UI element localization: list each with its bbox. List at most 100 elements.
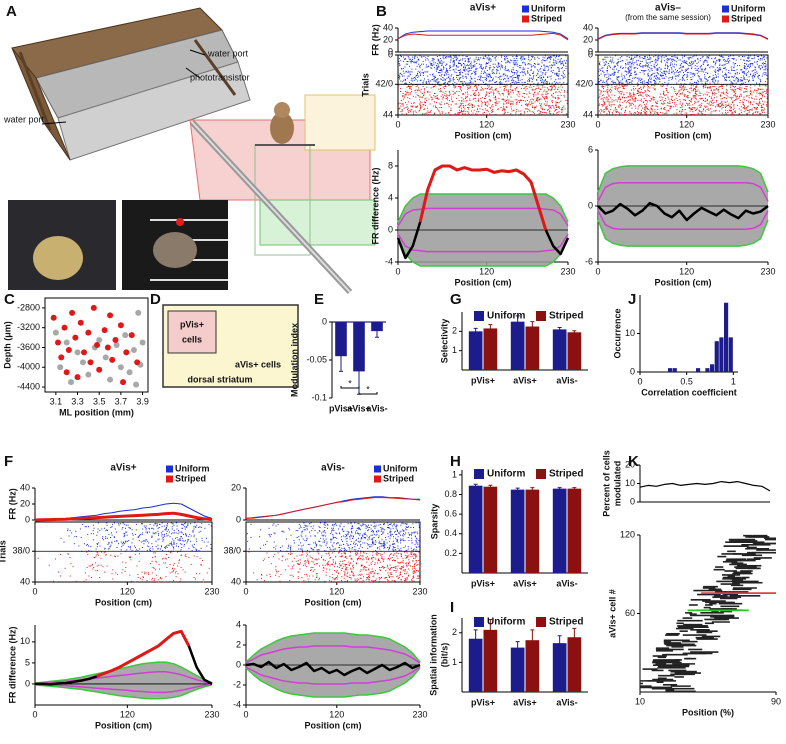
- spike: [559, 98, 560, 99]
- spike: [483, 82, 484, 83]
- spike: [460, 86, 461, 87]
- spike: [731, 108, 732, 109]
- spike: [139, 553, 140, 554]
- spike: [180, 579, 181, 580]
- spike: [402, 109, 403, 110]
- spike: [125, 528, 126, 529]
- spike: [706, 79, 707, 80]
- spike: [616, 69, 617, 70]
- spike: [74, 536, 75, 537]
- spike: [536, 80, 537, 81]
- spike: [425, 57, 426, 58]
- spike: [603, 88, 604, 89]
- spike: [684, 62, 685, 63]
- spike: [411, 89, 412, 90]
- bar: [710, 364, 714, 372]
- spike: [467, 89, 468, 90]
- spike: [443, 87, 444, 88]
- spike: [752, 110, 753, 111]
- spike: [663, 85, 664, 86]
- spike: [413, 103, 414, 104]
- spike: [679, 68, 680, 69]
- spike: [475, 101, 476, 102]
- spike: [445, 65, 446, 66]
- spike: [756, 99, 757, 100]
- spike: [517, 64, 518, 65]
- spike: [320, 527, 321, 528]
- spike: [666, 56, 667, 57]
- spike: [408, 76, 409, 77]
- spike: [488, 115, 489, 116]
- spike: [400, 111, 401, 112]
- spike: [687, 72, 688, 73]
- spike: [521, 65, 522, 66]
- spike: [130, 549, 131, 550]
- legend-swatch: [536, 311, 546, 321]
- spike: [157, 539, 158, 540]
- spike: [445, 91, 446, 92]
- spike: [461, 115, 462, 116]
- spike: [434, 81, 435, 82]
- spike: [505, 57, 506, 58]
- spike: [647, 59, 648, 60]
- spike: [400, 88, 401, 89]
- spike: [728, 58, 729, 59]
- spike: [664, 103, 665, 104]
- spike: [105, 538, 106, 539]
- spike: [646, 60, 647, 61]
- spike: [430, 74, 431, 75]
- spike: [426, 113, 427, 114]
- spike: [707, 57, 708, 58]
- spike: [177, 566, 178, 567]
- spike: [453, 62, 454, 63]
- spike: [541, 60, 542, 61]
- spike: [487, 106, 488, 107]
- spike: [551, 57, 552, 58]
- spike: [470, 57, 471, 58]
- spike: [440, 113, 441, 114]
- spike: [711, 90, 712, 91]
- spike: [538, 94, 539, 95]
- spike: [738, 81, 739, 82]
- spike: [650, 111, 651, 112]
- spike: [751, 115, 752, 116]
- y-tick-label: 38/0: [12, 546, 30, 556]
- spike: [700, 95, 701, 96]
- spike: [532, 99, 533, 100]
- spike: [763, 110, 764, 111]
- spike: [741, 112, 742, 113]
- spike: [763, 104, 764, 105]
- bar: [715, 341, 719, 372]
- spike: [357, 523, 358, 524]
- spike: [556, 101, 557, 102]
- spike: [704, 60, 705, 61]
- spike: [724, 78, 725, 79]
- spike: [421, 92, 422, 93]
- spike: [467, 107, 468, 108]
- spike: [446, 64, 447, 65]
- spike: [189, 534, 190, 535]
- spike: [169, 532, 170, 533]
- spike: [745, 79, 746, 80]
- legend-label: Uniform: [383, 463, 418, 473]
- spike: [490, 89, 491, 90]
- spike: [172, 523, 173, 524]
- spike: [93, 539, 94, 540]
- spike: [533, 78, 534, 79]
- spike: [762, 94, 763, 95]
- spike: [423, 75, 424, 76]
- spike: [615, 55, 616, 56]
- spike: [387, 522, 388, 523]
- spike: [684, 74, 685, 75]
- x-tick-label: 120: [479, 119, 494, 129]
- spike: [667, 85, 668, 86]
- spike: [659, 81, 660, 82]
- spike: [746, 64, 747, 65]
- spike: [415, 111, 416, 112]
- annotation: *: [348, 378, 352, 388]
- spike: [519, 94, 520, 95]
- spike: [496, 56, 497, 57]
- spike: [601, 91, 602, 92]
- spike: [734, 92, 735, 93]
- spike: [762, 76, 763, 77]
